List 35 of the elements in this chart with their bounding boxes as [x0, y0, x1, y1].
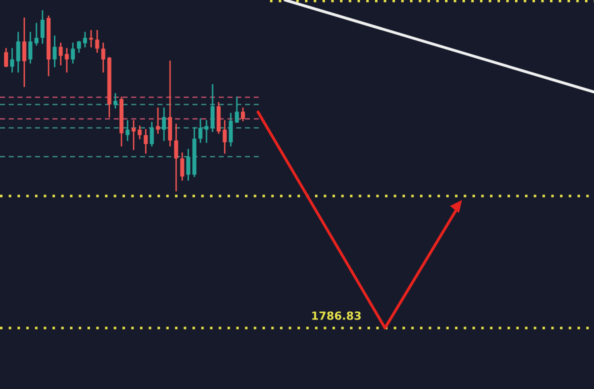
candlestick	[144, 128, 148, 154]
candlestick	[4, 48, 8, 68]
candlestick	[95, 30, 100, 53]
candlestick	[64, 48, 69, 73]
candlestick	[162, 107, 166, 142]
candlestick	[126, 120, 130, 142]
candlestick	[168, 60, 172, 147]
candlestick	[222, 120, 227, 154]
candlestick	[40, 10, 45, 44]
candlestick	[198, 118, 202, 143]
candlestick	[70, 42, 75, 64]
candlestick	[156, 107, 160, 134]
candlestick	[28, 32, 32, 64]
candlestick	[22, 17, 26, 88]
candlestick	[113, 92, 118, 109]
candlestick	[174, 124, 178, 192]
text: 1786.83	[312, 311, 361, 320]
candlestick	[180, 152, 184, 181]
candlestick	[240, 107, 245, 122]
candlestick	[204, 120, 209, 143]
candlestick	[101, 42, 106, 73]
candlestick	[234, 96, 239, 124]
candlestick	[83, 32, 88, 48]
candlestick	[228, 112, 233, 147]
candlestick	[76, 40, 81, 53]
candlestick	[150, 122, 154, 147]
candlestick	[52, 35, 57, 68]
candlestick	[210, 84, 215, 132]
candlestick	[186, 148, 190, 181]
candlestick	[16, 32, 20, 73]
candlestick	[58, 42, 63, 66]
candlestick	[138, 125, 142, 140]
candlestick	[132, 120, 136, 150]
candlestick	[10, 48, 14, 73]
candlestick	[34, 22, 38, 46]
